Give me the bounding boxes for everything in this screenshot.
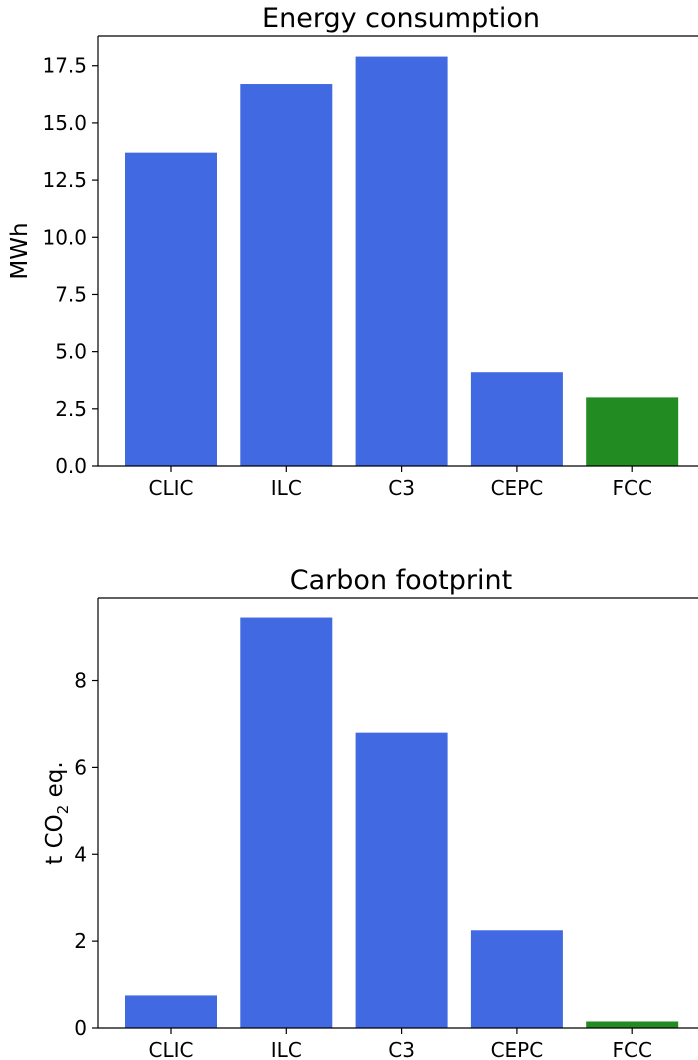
x-tick-label: CEPC — [491, 1038, 544, 1060]
bar-fcc — [586, 397, 679, 466]
x-axis-ticks: CLIC ILC C3 CEPC FCC — [149, 466, 652, 500]
chart-title: Energy consumption — [262, 3, 540, 34]
y-axis-ticks: 0.0 2.5 5.0 7.5 10.0 12.5 15.0 17.5 — [42, 54, 98, 478]
chart-title: Carbon footprint — [290, 565, 512, 596]
bar-clic — [125, 995, 217, 1028]
y-tick-label: 8 — [74, 669, 87, 693]
bar-c3 — [355, 732, 448, 1028]
x-tick-label: C3 — [388, 1038, 415, 1060]
y-axis-label: MWh — [7, 222, 33, 279]
y-tick-label: 10.0 — [42, 225, 87, 249]
bar-group — [125, 56, 679, 467]
bar-ilc — [240, 617, 333, 1028]
x-tick-label: CLIC — [149, 1038, 194, 1060]
x-tick-label: FCC — [612, 1038, 651, 1060]
x-tick-label: FCC — [612, 476, 651, 500]
y-tick-label: 7.5 — [55, 282, 87, 306]
x-tick-label: CLIC — [149, 476, 194, 500]
plot-frame — [97, 35, 698, 467]
y-tick-label: 12.5 — [42, 168, 87, 192]
energy-consumption-chart: Energy consumption MWh 0.0 2.5 5.0 7.5 10.0 1… — [7, 3, 698, 500]
bar-cepc — [470, 930, 563, 1028]
bar-cepc — [470, 372, 563, 466]
y-tick-label: 0.0 — [55, 454, 87, 478]
y-tick-label: 6 — [74, 755, 87, 779]
x-axis-ticks: CLIC ILC C3 CEPC FCC — [149, 1028, 652, 1060]
y-tick-label: 17.5 — [42, 54, 87, 78]
y-tick-label: 15.0 — [42, 111, 87, 135]
bar-fcc — [586, 1021, 679, 1028]
x-tick-label: ILC — [271, 476, 302, 500]
plot-frame — [97, 597, 698, 1029]
y-axis-label-suffix: eq. — [42, 761, 68, 804]
y-tick-label: 5.0 — [55, 340, 87, 364]
y-axis-label: t CO2 eq. — [42, 761, 72, 864]
y-axis-ticks: 0 2 4 6 8 — [74, 669, 98, 1040]
x-tick-label: CEPC — [491, 476, 544, 500]
x-tick-label: ILC — [271, 1038, 302, 1060]
y-tick-label: 2.5 — [55, 397, 87, 421]
bar-group — [125, 617, 679, 1028]
bar-c3 — [355, 56, 448, 466]
y-tick-label: 4 — [74, 842, 87, 866]
x-tick-label: C3 — [388, 476, 415, 500]
y-tick-label: 2 — [74, 929, 87, 953]
y-tick-label: 0 — [74, 1016, 87, 1040]
bar-ilc — [240, 84, 333, 466]
bar-clic — [125, 152, 217, 467]
y-axis-label-main: t CO — [42, 814, 68, 865]
y-axis-label-subscript: 2 — [54, 805, 72, 815]
